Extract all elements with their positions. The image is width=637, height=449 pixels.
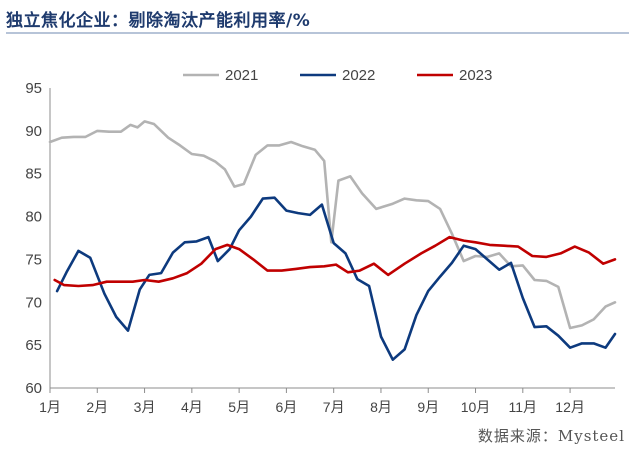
legend-label-2023: 2023: [459, 67, 492, 84]
y-tick-label: 90: [25, 123, 42, 140]
x-tick-label: 5月: [228, 399, 250, 415]
x-tick-label: 9月: [417, 399, 439, 415]
series-lines: [48, 120, 617, 362]
y-tick-label: 85: [25, 166, 42, 183]
x-axis: 1月 2月 3月 4月 5月 6月 7月 8月 9月 10月 11月 12月: [39, 387, 615, 415]
title-divider: [6, 32, 629, 34]
y-axis: 60 65 70 75 80 85 90 95: [25, 80, 51, 397]
y-tick-label: 95: [25, 80, 42, 97]
y-tick-label: 70: [25, 294, 42, 311]
x-tick-label: 1月: [39, 399, 61, 415]
legend: 2021 2022 2023: [183, 67, 492, 84]
y-tick-label: 80: [25, 209, 42, 226]
y-tick-label: 60: [25, 380, 42, 397]
data-source-note: 数据来源：Mysteel: [477, 427, 625, 445]
y-tick-label: 65: [25, 337, 42, 354]
legend-label-2022: 2022: [342, 67, 375, 84]
series-line-2021: [48, 120, 617, 330]
series-line-2022: [55, 196, 617, 362]
x-tick-label: 4月: [181, 399, 203, 415]
x-tick-label: 10月: [461, 399, 491, 415]
x-tick-label: 11月: [509, 399, 538, 415]
x-tick-label: 3月: [134, 399, 156, 415]
x-tick-label: 7月: [323, 399, 345, 415]
y-tick-label: 75: [25, 251, 42, 268]
x-tick-label: 8月: [370, 399, 392, 415]
series-line-2023: [53, 235, 617, 288]
x-tick-label: 2月: [86, 399, 108, 415]
x-tick-label: 6月: [276, 399, 298, 415]
legend-label-2021: 2021: [225, 67, 258, 84]
x-tick-label: 12月: [555, 399, 585, 415]
chart-title: 独立焦化企业：剔除淘汰产能利用率/%: [6, 11, 311, 31]
